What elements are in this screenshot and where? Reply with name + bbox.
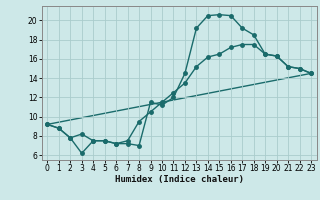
X-axis label: Humidex (Indice chaleur): Humidex (Indice chaleur) (115, 175, 244, 184)
